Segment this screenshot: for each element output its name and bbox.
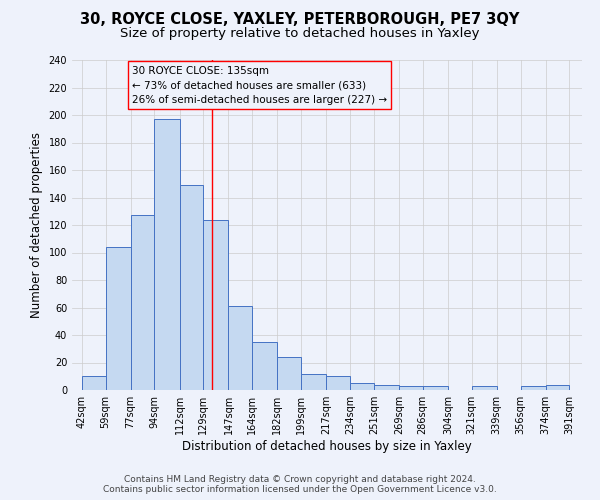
Bar — [374, 384, 399, 390]
Bar — [423, 386, 448, 390]
Bar — [521, 386, 545, 390]
Bar — [326, 376, 350, 390]
Text: 30 ROYCE CLOSE: 135sqm
← 73% of detached houses are smaller (633)
26% of semi-de: 30 ROYCE CLOSE: 135sqm ← 73% of detached… — [132, 66, 387, 105]
Bar — [179, 185, 203, 390]
Bar — [277, 357, 301, 390]
Text: 30, ROYCE CLOSE, YAXLEY, PETERBOROUGH, PE7 3QY: 30, ROYCE CLOSE, YAXLEY, PETERBOROUGH, P… — [80, 12, 520, 28]
Bar — [131, 216, 154, 390]
Bar — [545, 384, 569, 390]
X-axis label: Distribution of detached houses by size in Yaxley: Distribution of detached houses by size … — [182, 440, 472, 453]
Bar — [252, 342, 277, 390]
Bar — [229, 306, 252, 390]
Y-axis label: Number of detached properties: Number of detached properties — [30, 132, 43, 318]
Bar — [82, 376, 106, 390]
Bar — [154, 119, 179, 390]
Text: Size of property relative to detached houses in Yaxley: Size of property relative to detached ho… — [120, 28, 480, 40]
Bar — [350, 383, 374, 390]
Bar — [301, 374, 326, 390]
Bar — [472, 386, 497, 390]
Bar — [399, 386, 423, 390]
Bar — [203, 220, 229, 390]
Text: Contains public sector information licensed under the Open Government Licence v3: Contains public sector information licen… — [103, 485, 497, 494]
Bar — [106, 247, 131, 390]
Text: Contains HM Land Registry data © Crown copyright and database right 2024.: Contains HM Land Registry data © Crown c… — [124, 475, 476, 484]
